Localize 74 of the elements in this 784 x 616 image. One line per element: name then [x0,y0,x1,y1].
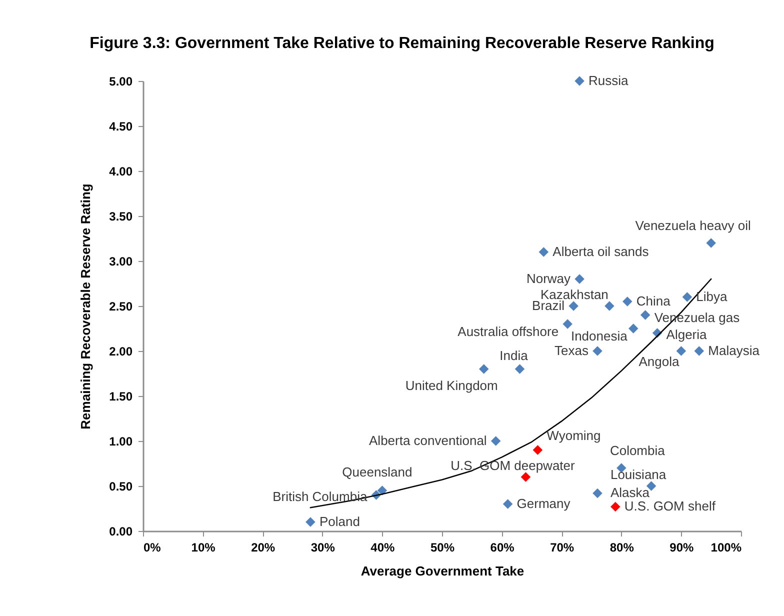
annotation: Wyoming [546,428,601,443]
annotation: Algeria [666,327,708,342]
x-tick-label: 60% [490,540,515,554]
point [694,346,704,356]
annotation: Alberta conventional [369,433,487,448]
annotation: Germany [516,496,571,511]
x-tick-label: 30% [310,540,336,554]
point [520,472,531,482]
annotation: Libya [696,289,728,304]
x-tick-label: 80% [610,540,634,554]
annotation: Texas [554,343,589,358]
point [490,436,501,446]
y-tick-label: 2.00 [109,344,133,358]
point [676,346,686,356]
point [574,76,584,86]
point [574,274,584,284]
annotation: Malaysia [708,343,760,358]
point [706,238,716,248]
point [568,301,578,311]
annotation: Venezuela heavy oil [635,218,752,233]
x-tick-label: 40% [370,540,396,554]
x-tick-label: 50% [430,540,455,554]
annotation: Alberta oil sands [552,244,650,259]
y-tick-label: 3.00 [109,254,133,268]
x-tick-label: 90% [670,540,694,554]
point [538,247,549,257]
annotation: India [500,348,529,363]
y-tick-label: 4.50 [109,120,133,134]
annotation: U.S. GOM deepwater [450,458,576,473]
point [592,488,602,498]
y-tick-label: 4.00 [109,164,133,178]
y-tick-label: 0.50 [109,480,133,494]
annotation: British Columbia [272,489,368,504]
point [622,296,632,306]
chart-title: Figure 3.3: Government Take Relative to Remaining Recoverable Reserve Ranking [90,35,714,52]
y-tick-label: 1.00 [109,434,133,448]
annotation: Louisiana [610,467,667,482]
annotation: Queensland [342,464,412,480]
point [478,364,489,374]
point [514,364,525,374]
y-axis-title: Remaining Recoverable Reserve Rating [78,184,94,430]
annotation: Australia offshore [458,324,559,339]
point [604,301,614,311]
point [592,346,602,356]
x-tick-label: 70% [550,540,574,554]
annotation: Alaska [610,485,650,500]
annotation: Poland [319,514,360,529]
point [682,292,692,302]
point [562,319,572,329]
point [532,445,543,455]
point [610,502,620,512]
y-tick-label: 3.50 [109,210,133,224]
point [377,486,388,496]
y-tick-label: 0.00 [109,524,133,538]
x-tick-label: 100% [710,540,742,554]
point [306,517,316,527]
annotation: Russia [588,73,630,88]
annotation: Indonesia [570,328,628,344]
point [628,324,638,334]
annotation: Colombia [610,443,666,458]
x-axis-title: Average Government Take [360,564,524,578]
annotation: U.S. GOM shelf [624,498,716,514]
x-tick-label: 0% [144,540,162,554]
x-tick-label: 20% [251,540,276,554]
y-tick-label: 5.00 [109,74,133,88]
annotation: Norway [526,271,572,286]
point [502,499,513,509]
point [640,310,650,320]
x-tick-label: 10% [191,540,216,554]
annotation: Angola [638,354,680,369]
y-tick-label: 2.50 [109,300,133,314]
y-tick-label: 1.50 [109,390,133,404]
annotation: United Kingdom [405,378,498,393]
annotation: China [636,294,672,308]
